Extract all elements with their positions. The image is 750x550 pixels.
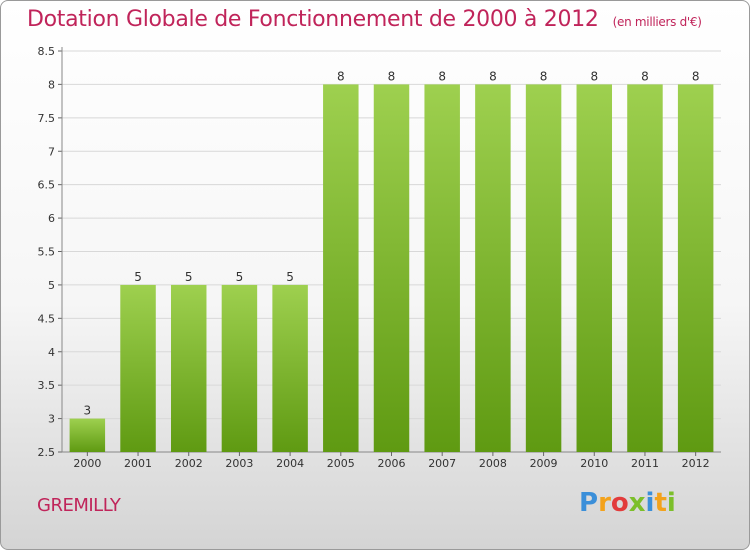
x-tick-label: 2001 (124, 457, 152, 470)
y-tick-label: 8.5 (38, 45, 56, 58)
y-tick-label: 3.5 (38, 379, 56, 392)
bars (69, 84, 714, 453)
y-tick-label: 6.5 (38, 179, 56, 192)
bar-2003 (221, 284, 258, 452)
x-tick-label: 2006 (378, 457, 406, 470)
data-label: 5 (236, 270, 244, 284)
bar-2004 (272, 284, 308, 452)
data-label: 8 (388, 69, 396, 83)
y-tick-label: 5.5 (38, 246, 56, 259)
x-tick-label: 2008 (479, 457, 507, 470)
bar-2009 (525, 84, 562, 453)
x-tick-label: 2012 (682, 457, 710, 470)
y-tick-label: 2.5 (38, 446, 56, 459)
data-label: 5 (134, 270, 142, 284)
data-label: 5 (286, 270, 294, 284)
chart-title: Dotation Globale de Fonctionnement de 20… (27, 7, 702, 32)
x-tick-label: 2005 (327, 457, 355, 470)
data-label: 8 (337, 69, 345, 83)
bar-2001 (120, 284, 156, 452)
data-label: 8 (489, 69, 497, 83)
bar-2011 (627, 84, 663, 453)
data-label: 5 (185, 270, 193, 284)
y-tick-label: 5 (48, 279, 55, 292)
proxiti-logo[interactable]: Proxiti (579, 488, 676, 518)
bar-2005 (323, 84, 359, 453)
data-label: 8 (540, 69, 548, 83)
y-tick-label: 8 (48, 78, 55, 91)
bar-2010 (576, 84, 613, 453)
x-tick-label: 2003 (225, 457, 253, 470)
y-tick-label: 4.5 (38, 312, 56, 325)
bar-2006 (373, 84, 410, 453)
bar-2007 (424, 84, 460, 453)
data-label: 3 (84, 404, 92, 418)
data-label: 8 (590, 69, 598, 83)
bar-2008 (475, 84, 511, 453)
chart-subtitle: (en milliers d'€) (612, 15, 702, 29)
y-tick-label: 4 (48, 346, 55, 359)
bar-2002 (170, 284, 207, 452)
labels: 3 2000 5 2001 5 2002 5 2003 5 2004 8 2005 8 2006 8 2007… (73, 69, 709, 470)
y-tick-label: 7 (48, 145, 55, 158)
bar-2012 (677, 84, 714, 453)
x-tick-label: 2004 (276, 457, 304, 470)
x-tick-label: 2011 (631, 457, 659, 470)
commune-name: GREMILLY (37, 495, 121, 516)
x-tick-label: 2002 (175, 457, 203, 470)
data-label: 8 (692, 69, 700, 83)
y-tick-label: 3 (48, 413, 55, 426)
bar-2000 (69, 418, 106, 452)
data-label: 8 (641, 69, 649, 83)
x-tick-label: 2010 (580, 457, 608, 470)
data-label: 8 (438, 69, 446, 83)
title-text: Dotation Globale de Fonctionnement de 20… (27, 7, 599, 32)
x-tick-label: 2009 (530, 457, 558, 470)
y-tick-label: 6 (48, 212, 55, 225)
y-tick-label: 7.5 (38, 112, 56, 125)
x-tick-label: 2000 (73, 457, 101, 470)
x-tick-label: 2007 (428, 457, 456, 470)
